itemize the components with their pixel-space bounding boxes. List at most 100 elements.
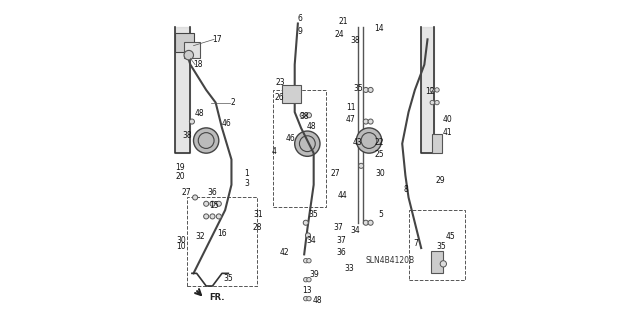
- Bar: [432, 134, 442, 153]
- Text: 34: 34: [307, 236, 316, 245]
- Text: 37: 37: [333, 223, 343, 232]
- Text: 10: 10: [176, 242, 186, 251]
- Circle shape: [364, 119, 369, 124]
- Text: 38: 38: [300, 112, 309, 121]
- Text: 43: 43: [353, 137, 362, 147]
- Circle shape: [435, 100, 439, 105]
- Circle shape: [210, 201, 215, 206]
- Bar: [273, 90, 326, 207]
- Text: 15: 15: [209, 201, 219, 210]
- Text: 8: 8: [404, 185, 408, 194]
- Text: 32: 32: [195, 233, 205, 241]
- Text: 37: 37: [337, 236, 346, 245]
- Circle shape: [303, 220, 308, 225]
- Text: 11: 11: [346, 103, 356, 112]
- Text: 40: 40: [442, 115, 452, 124]
- Text: 7: 7: [413, 239, 418, 248]
- Text: 12: 12: [426, 87, 435, 96]
- Text: 31: 31: [253, 210, 263, 219]
- Text: 36: 36: [207, 188, 218, 197]
- Text: 23: 23: [276, 78, 285, 86]
- Bar: [408, 210, 465, 280]
- Bar: [187, 197, 257, 286]
- Text: 47: 47: [346, 115, 356, 124]
- Text: 34: 34: [351, 226, 360, 235]
- Text: 27: 27: [182, 188, 191, 197]
- Circle shape: [204, 201, 209, 206]
- Text: 22: 22: [374, 137, 384, 147]
- Circle shape: [368, 87, 373, 93]
- Circle shape: [430, 100, 435, 105]
- Text: 33: 33: [344, 264, 354, 273]
- Text: FR.: FR.: [209, 293, 225, 301]
- Text: 4: 4: [272, 147, 277, 156]
- Text: 42: 42: [280, 248, 289, 257]
- Circle shape: [430, 88, 435, 92]
- Circle shape: [184, 50, 193, 60]
- Circle shape: [303, 258, 308, 263]
- Text: 45: 45: [445, 233, 455, 241]
- Text: SLN4B4120B: SLN4B4120B: [365, 256, 414, 265]
- Text: 36: 36: [337, 248, 346, 257]
- Polygon shape: [421, 27, 434, 153]
- Circle shape: [356, 128, 381, 153]
- Circle shape: [303, 278, 308, 282]
- Text: 35: 35: [436, 242, 445, 251]
- Circle shape: [210, 214, 215, 219]
- Text: 3: 3: [244, 179, 249, 188]
- Circle shape: [307, 113, 312, 118]
- Text: 9: 9: [297, 27, 302, 36]
- Text: 46: 46: [286, 134, 296, 144]
- Circle shape: [307, 258, 311, 263]
- Text: 35: 35: [354, 84, 364, 93]
- Circle shape: [364, 87, 369, 93]
- Circle shape: [189, 119, 195, 124]
- Circle shape: [307, 278, 311, 282]
- Text: 13: 13: [302, 286, 312, 295]
- Text: 20: 20: [175, 172, 185, 182]
- Text: 30: 30: [376, 169, 385, 178]
- Text: 29: 29: [436, 175, 445, 185]
- Text: 5: 5: [378, 210, 383, 219]
- Text: 38: 38: [182, 131, 192, 140]
- Circle shape: [216, 214, 221, 219]
- Text: 35: 35: [308, 210, 318, 219]
- Polygon shape: [175, 27, 190, 153]
- Text: 19: 19: [175, 163, 185, 172]
- Circle shape: [440, 261, 447, 267]
- Bar: [431, 251, 444, 273]
- Text: 26: 26: [275, 93, 284, 102]
- Text: 38: 38: [351, 36, 360, 45]
- Text: 41: 41: [442, 128, 452, 137]
- Circle shape: [305, 233, 310, 238]
- Circle shape: [193, 128, 219, 153]
- Text: 35: 35: [223, 274, 233, 283]
- Circle shape: [193, 195, 198, 200]
- Text: 14: 14: [374, 24, 384, 33]
- Circle shape: [364, 220, 369, 225]
- Text: 44: 44: [338, 191, 348, 200]
- Text: 28: 28: [252, 223, 262, 232]
- Text: 27: 27: [330, 169, 340, 178]
- Text: 25: 25: [374, 150, 384, 159]
- Circle shape: [303, 296, 308, 301]
- Circle shape: [204, 214, 209, 219]
- Circle shape: [307, 296, 311, 301]
- Bar: [282, 85, 301, 103]
- Circle shape: [435, 88, 439, 92]
- Circle shape: [294, 131, 320, 156]
- Text: 24: 24: [335, 30, 344, 39]
- Text: 48: 48: [307, 122, 316, 131]
- Text: 48: 48: [195, 109, 205, 118]
- Text: 1: 1: [244, 169, 249, 178]
- Bar: [184, 42, 200, 58]
- Circle shape: [368, 220, 373, 225]
- Text: 18: 18: [193, 60, 203, 69]
- Bar: [175, 33, 193, 52]
- Text: 21: 21: [339, 18, 348, 26]
- Text: 17: 17: [212, 35, 222, 44]
- Circle shape: [368, 119, 373, 124]
- Text: 46: 46: [222, 119, 232, 128]
- Text: 16: 16: [217, 229, 227, 238]
- Text: 6: 6: [297, 14, 302, 23]
